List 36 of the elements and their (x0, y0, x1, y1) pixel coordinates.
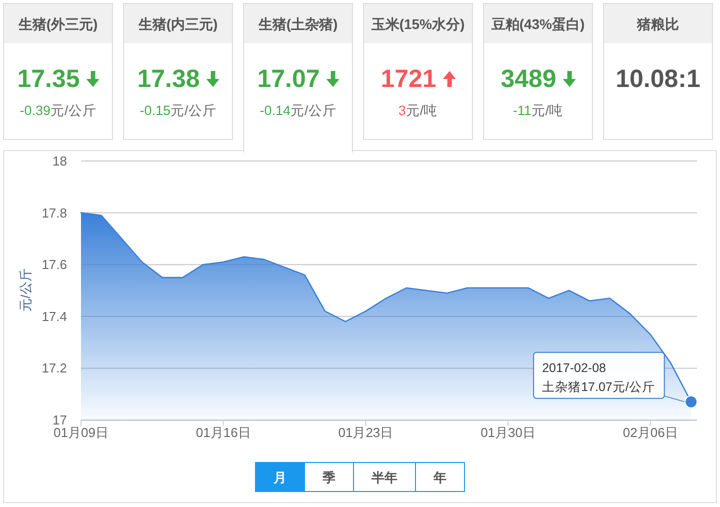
data-label: 1721 (380, 65, 436, 93)
text: 生猪(土杂猪) (257, 16, 338, 32)
data-label: -11 (512, 103, 532, 118)
data-label: -0.14 (260, 103, 291, 118)
text: 玉米(15%水分) (370, 16, 465, 32)
y-tick-label: 17.6 (42, 257, 67, 272)
data-label: 17.38 (137, 65, 200, 93)
y-tick-label: 17.4 (42, 308, 67, 324)
text: 生猪(外三元) (17, 16, 98, 32)
text: 元/公斤 (170, 103, 216, 118)
text: 元/公斤 (50, 103, 96, 118)
y-tick-label: 18 (52, 154, 67, 168)
text: 猪粮比 (636, 16, 679, 32)
text: 元/吨 (531, 103, 564, 118)
y-tick-label: 17.8 (42, 205, 67, 220)
x-tick-label: 01月16日 (196, 425, 251, 440)
text: 豆粕(43%蛋白) (490, 16, 585, 32)
x-tick-label: 01月09日 (54, 425, 108, 440)
data-label: -0.39 (20, 103, 51, 118)
data-label: 17.07 (257, 65, 320, 93)
data-label: 3 (398, 103, 406, 118)
text: 生猪(内三元) (137, 16, 218, 32)
x-tick-label: 01月30日 (480, 425, 536, 440)
y-axis-title: 元/公斤 (18, 268, 33, 312)
text: 元/吨 (406, 103, 438, 118)
y-tick-label: 17.2 (42, 360, 67, 376)
text: 10.08:1 (616, 65, 700, 93)
data-label: 3489 (500, 65, 556, 93)
range-buttons: 月 季 半年 年 (255, 462, 465, 492)
x-tick-label: 02月06日 (622, 425, 678, 440)
annotation: 2017-02-08 土杂猪17.07元/公斤 (542, 360, 655, 394)
data-label: 17.35 (17, 65, 80, 93)
data-label: -0.15 (140, 103, 171, 118)
text: 元/公斤 (290, 103, 336, 118)
y-tick-label: 17 (52, 412, 67, 428)
x-tick-label: 01月23日 (338, 425, 394, 440)
